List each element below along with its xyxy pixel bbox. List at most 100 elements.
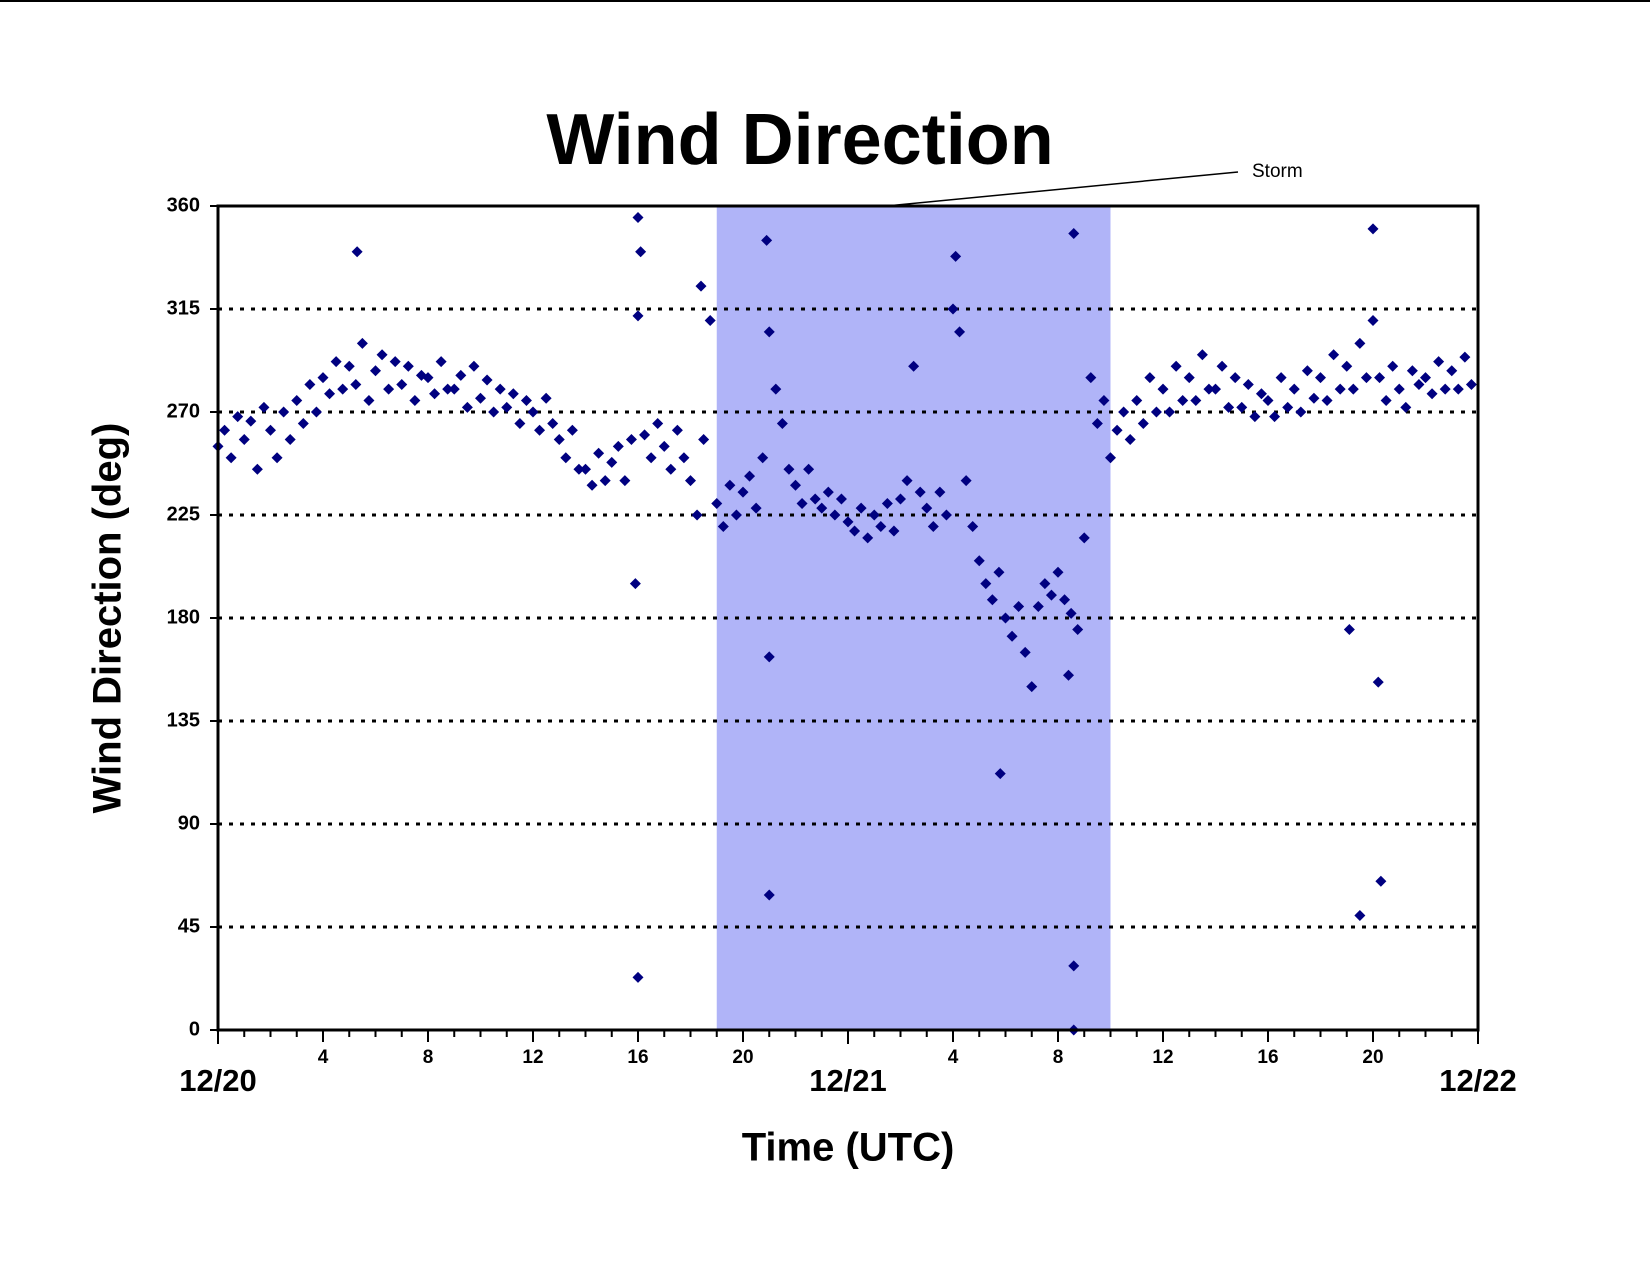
- x-date-label: 12/20: [179, 1063, 257, 1098]
- x-tick-label: 4: [318, 1047, 329, 1068]
- data-point: [737, 486, 749, 498]
- data-point: [566, 424, 578, 436]
- data-point: [1420, 372, 1431, 384]
- data-point: [986, 594, 998, 606]
- data-point: [1354, 910, 1366, 922]
- data-point: [914, 486, 926, 498]
- data-point: [1072, 623, 1084, 635]
- x-tick-label: 4: [948, 1047, 959, 1068]
- data-point: [1387, 360, 1399, 372]
- data-point: [1063, 669, 1074, 681]
- data-point: [317, 372, 329, 384]
- data-point: [698, 433, 710, 445]
- data-point: [678, 452, 690, 464]
- data-point: [1190, 395, 1202, 407]
- data-point: [1380, 395, 1392, 407]
- data-point: [351, 246, 363, 258]
- data-point: [973, 555, 985, 567]
- data-point: [1091, 417, 1103, 429]
- data-point: [330, 356, 342, 368]
- data-point: [1321, 395, 1333, 407]
- data-point: [783, 463, 795, 475]
- data-point: [1000, 612, 1011, 624]
- data-point: [691, 509, 703, 521]
- data-point: [980, 578, 992, 590]
- data-point: [612, 440, 624, 452]
- data-point: [645, 452, 657, 464]
- data-point: [1301, 365, 1313, 377]
- y-tick-label: 180: [167, 606, 200, 628]
- data-point: [994, 768, 1006, 780]
- data-point: [1229, 372, 1241, 384]
- data-point: [370, 365, 381, 377]
- data-point: [547, 417, 559, 429]
- data-point: [1137, 417, 1149, 429]
- data-point: [776, 417, 788, 429]
- data-point: [1105, 452, 1116, 464]
- data-point: [908, 360, 920, 372]
- data-point: [1144, 372, 1156, 384]
- y-tick-label: 315: [167, 297, 200, 319]
- data-point: [1111, 424, 1123, 436]
- data-point: [1059, 594, 1071, 606]
- data-point: [1343, 623, 1355, 635]
- data-point: [606, 456, 618, 468]
- data-point: [1242, 379, 1254, 391]
- x-date-label: 12/22: [1439, 1063, 1517, 1098]
- data-point: [593, 447, 605, 459]
- data-point: [1019, 646, 1031, 658]
- y-tick-label: 90: [178, 812, 200, 834]
- data-point: [619, 475, 631, 487]
- data-point: [888, 525, 900, 537]
- data-point: [993, 566, 1005, 578]
- data-point: [1039, 578, 1051, 590]
- x-tick-label: 20: [732, 1047, 753, 1068]
- data-point: [927, 520, 939, 532]
- data-point: [297, 417, 309, 429]
- data-point: [895, 493, 906, 505]
- data-point: [1439, 383, 1451, 395]
- data-point: [1203, 383, 1215, 395]
- data-point: [1032, 601, 1044, 613]
- data-point: [599, 475, 611, 487]
- data-point: [862, 532, 874, 544]
- data-point: [1347, 383, 1359, 395]
- data-point: [685, 475, 696, 487]
- data-point: [435, 356, 447, 368]
- data-point: [219, 424, 231, 436]
- data-point: [1262, 395, 1274, 407]
- data-point: [790, 479, 801, 491]
- data-point: [1026, 681, 1038, 693]
- data-point: [396, 379, 408, 391]
- data-point: [632, 211, 644, 223]
- data-point: [527, 406, 539, 418]
- data-point: [1150, 406, 1162, 418]
- x-tick-label: 20: [1362, 1047, 1383, 1068]
- data-point: [855, 502, 867, 514]
- data-point: [704, 314, 716, 326]
- data-point: [501, 401, 513, 413]
- data-point: [1288, 383, 1300, 395]
- data-point: [534, 424, 546, 436]
- data-point: [540, 392, 552, 404]
- data-point: [409, 395, 421, 407]
- y-tick-label: 45: [178, 915, 200, 937]
- data-point: [1131, 395, 1143, 407]
- data-point: [1465, 379, 1477, 391]
- y-tick-label: 135: [167, 709, 200, 731]
- data-point: [717, 520, 729, 532]
- data-point: [1006, 630, 1018, 642]
- data-point: [580, 463, 591, 475]
- data-point: [761, 234, 773, 246]
- x-tick-label: 16: [627, 1047, 648, 1068]
- data-point: [1164, 406, 1176, 418]
- data-point: [356, 337, 368, 349]
- data-point: [245, 415, 257, 427]
- data-point: [1334, 383, 1346, 395]
- data-point: [665, 463, 677, 475]
- data-point: [1374, 372, 1386, 384]
- x-tick-label: 12: [522, 1047, 543, 1068]
- data-point: [1400, 401, 1412, 413]
- y-tick-label: 270: [167, 400, 200, 422]
